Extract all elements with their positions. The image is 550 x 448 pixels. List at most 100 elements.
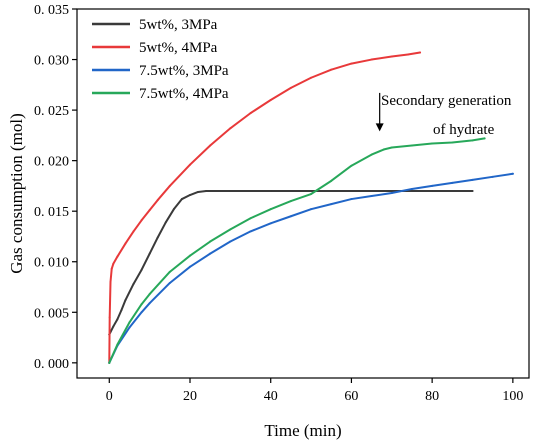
data-point (390, 55, 393, 58)
data-point (164, 221, 167, 224)
legend-label: 7.5wt%, 4MPa (139, 86, 229, 102)
data-point (189, 254, 191, 257)
data-point (483, 137, 486, 140)
data-point (140, 311, 143, 314)
ticks-layer: 0 20 40 60 80 100 0. 000 0. 005 0. 010 0. 015 0. 0… (34, 3, 523, 404)
data-point (205, 189, 208, 192)
data-point (132, 230, 135, 233)
data-point (110, 267, 113, 270)
data-point (140, 268, 143, 271)
data-point (350, 164, 353, 167)
legend-item: 7.5wt%, 3MPa (92, 63, 229, 79)
data-point (451, 181, 454, 184)
data-point (197, 190, 200, 193)
y-tick-label: 0. 020 (34, 155, 69, 170)
legend-label: 5wt%, 4MPa (139, 40, 218, 56)
data-point (310, 76, 313, 79)
data-point (511, 172, 514, 175)
data-point (471, 139, 474, 142)
data-point (128, 326, 131, 329)
data-point (128, 321, 131, 324)
data-point (132, 282, 135, 285)
data-point (148, 293, 151, 296)
data-point (471, 189, 474, 192)
data-point (370, 153, 373, 156)
annotation: Secondary generation of hydrate (375, 92, 512, 138)
data-point (249, 112, 252, 115)
data-point (410, 144, 413, 147)
data-point (180, 198, 183, 201)
data-point (431, 184, 434, 187)
data-point (390, 189, 393, 192)
data-point (229, 228, 232, 231)
data-point (168, 281, 171, 284)
series-line (108, 172, 514, 364)
legend-label: 7.5wt%, 3MPa (139, 63, 229, 79)
data-point (140, 303, 143, 306)
data-point (189, 163, 191, 166)
legend-item: 5wt%, 3MPa (92, 17, 218, 33)
data-point (350, 189, 353, 192)
y-tick-label: 0. 030 (34, 54, 69, 69)
data-point (419, 51, 422, 54)
x-tick-label: 100 (502, 389, 523, 404)
x-tick-label: 0 (106, 389, 113, 404)
data-point (289, 215, 292, 218)
series-line (108, 137, 486, 364)
data-point (209, 252, 212, 255)
data-point (370, 195, 373, 198)
data-point (382, 148, 385, 151)
y-tick-label: 0. 025 (34, 104, 69, 119)
legend: 5wt%, 3MPa 5wt%, 4MPa 7.5wt%, 3MPa 7.5wt%, … (92, 17, 229, 102)
data-point (156, 199, 159, 202)
data-point (140, 219, 143, 222)
data-point (406, 53, 409, 56)
y-tick-label: 0. 015 (34, 205, 69, 220)
x-tick-label: 60 (344, 389, 358, 404)
data-point (330, 68, 333, 71)
data-point (112, 262, 115, 265)
data-point (112, 325, 115, 328)
data-point (269, 208, 272, 211)
series-3 (108, 137, 486, 364)
data-point (156, 236, 159, 239)
y-tick-label: 0. 000 (34, 357, 69, 372)
plot-frame (76, 8, 530, 379)
data-point (249, 230, 252, 233)
data-point (350, 198, 353, 201)
data-point (310, 208, 313, 211)
y-tick-label: 0. 035 (34, 3, 69, 18)
data-point (209, 240, 212, 243)
series-line (108, 189, 474, 336)
data-point (116, 343, 119, 346)
data-point (124, 242, 127, 245)
data-point (120, 309, 123, 312)
data-point (172, 208, 175, 211)
legend-label: 5wt%, 3MPa (139, 17, 218, 33)
data-point (209, 144, 212, 147)
data-point (410, 187, 413, 190)
data-point (229, 189, 232, 192)
data-point (390, 191, 393, 194)
data-point (229, 240, 232, 243)
data-point (471, 178, 474, 181)
data-point (310, 189, 313, 192)
data-point (168, 270, 171, 273)
y-tick-label: 0. 005 (34, 306, 69, 321)
annotation-line-2: of hydrate (433, 122, 495, 138)
legend-item: 5wt%, 4MPa (92, 40, 218, 56)
data-point (269, 98, 272, 101)
data-point (269, 222, 272, 225)
data-point (289, 200, 292, 203)
data-point (189, 194, 191, 197)
data-point (431, 189, 434, 192)
data-point (168, 184, 171, 187)
x-tick-label: 20 (183, 389, 197, 404)
y-tick-label: 0. 010 (34, 256, 69, 271)
data-point (189, 265, 191, 268)
legend-item: 7.5wt%, 4MPa (92, 86, 229, 102)
annotation-line-1: Secondary generation (381, 93, 512, 109)
data-point (108, 316, 111, 319)
x-tick-label: 80 (425, 389, 439, 404)
